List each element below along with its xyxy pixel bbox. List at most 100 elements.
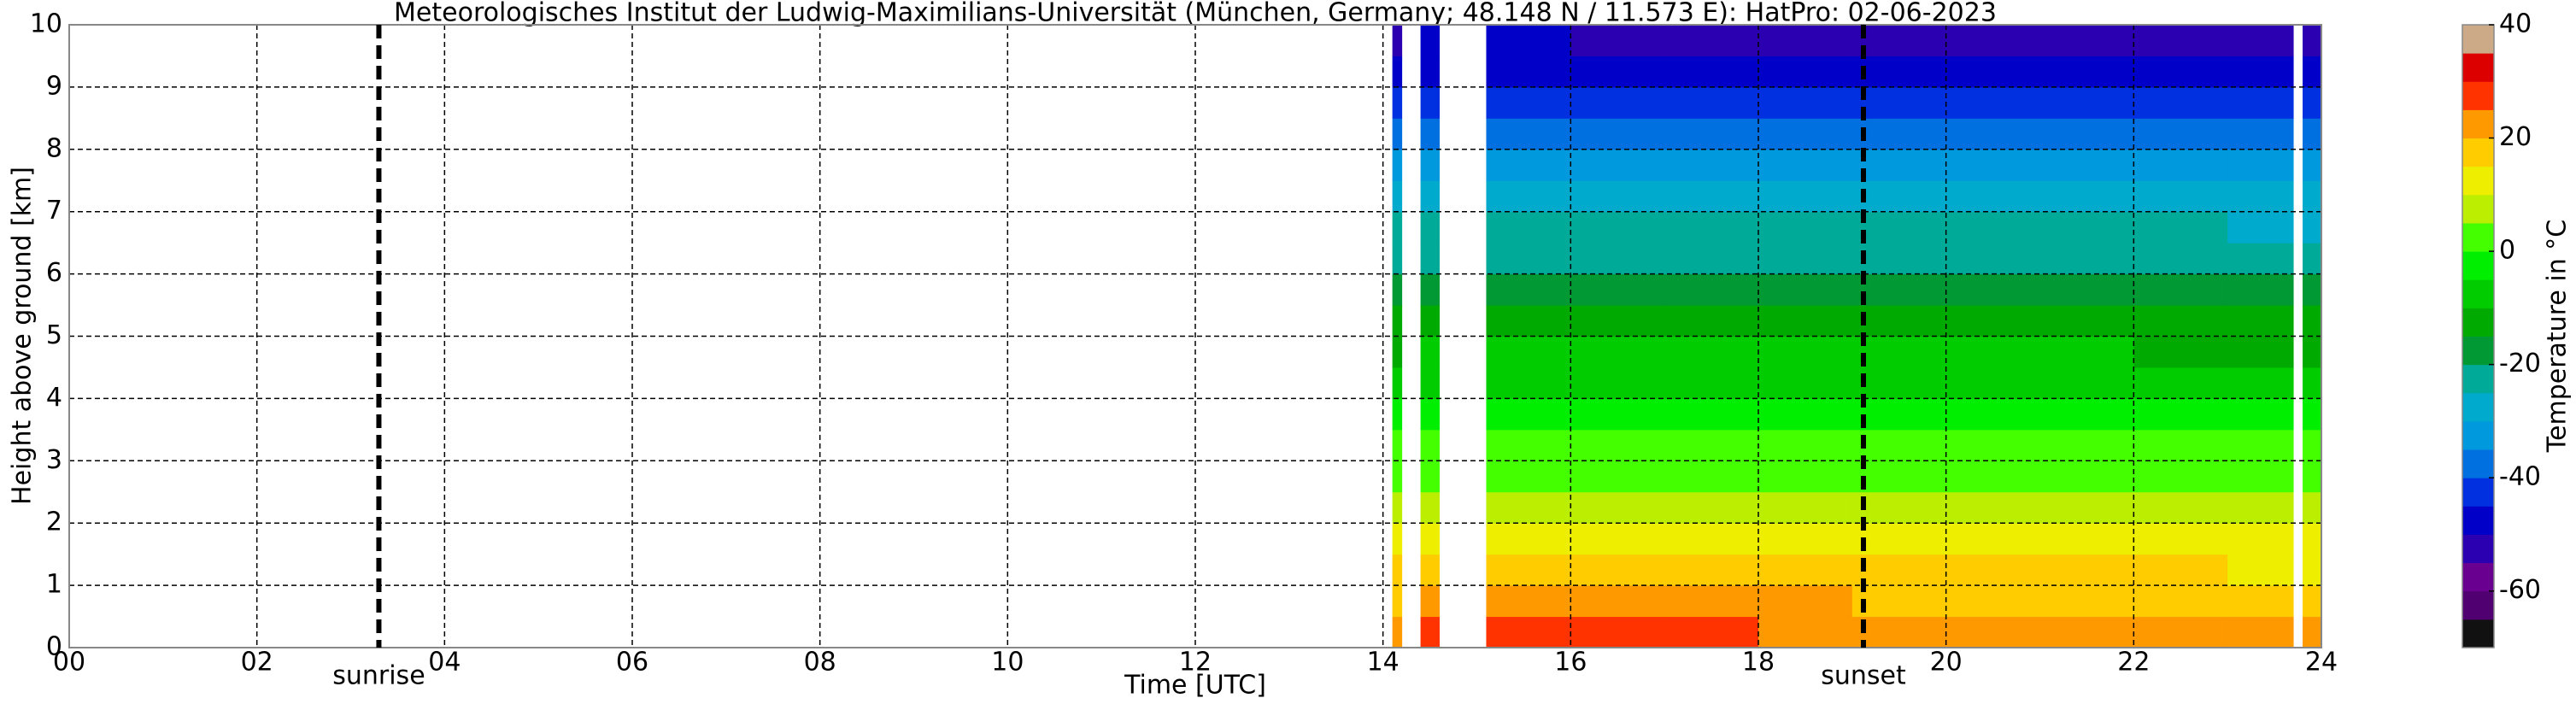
heatmap-cell <box>2227 616 2294 648</box>
heatmap-cell <box>1758 86 1853 119</box>
heatmap-cell <box>2133 367 2228 399</box>
heatmap-cell <box>1758 523 1853 555</box>
colorbar-band <box>2462 336 2494 366</box>
colorbar-band <box>2462 53 2494 82</box>
heatmap-cell <box>2303 523 2322 555</box>
heatmap-cell <box>1758 429 1853 461</box>
heatmap-cell <box>1420 429 1441 461</box>
heatmap-cell <box>1486 429 1571 461</box>
heatmap-cell <box>1758 118 1853 150</box>
heatmap-cell <box>2039 273 2134 306</box>
heatmap-cell <box>1570 554 1665 586</box>
heatmap-cell <box>1570 336 1665 368</box>
heatmap-cell <box>1392 398 1403 431</box>
heatmap-cell <box>1758 25 1853 56</box>
colorbar-tick-label: 20 <box>2499 122 2532 152</box>
heatmap-cell <box>2133 429 2228 461</box>
heatmap-cell <box>2133 180 2228 213</box>
heatmap-cell <box>1392 367 1403 399</box>
heatmap-cell <box>2039 56 2134 88</box>
colorbar-band <box>2462 81 2494 110</box>
x-tick-label: 04 <box>428 648 461 678</box>
heatmap-cell <box>2133 86 2228 119</box>
heatmap-cell <box>2303 149 2322 181</box>
heatmap-cell <box>1664 243 1759 275</box>
heatmap-cell <box>1945 86 2040 119</box>
heatmap-cell <box>2227 554 2294 586</box>
heatmap-cell <box>2039 305 2134 337</box>
heatmap-cell <box>1486 180 1571 213</box>
heatmap-cell <box>1945 398 2040 431</box>
heatmap-cell <box>1945 149 2040 181</box>
heatmap-cell <box>2133 491 2228 524</box>
heatmap-cell <box>1758 211 1853 243</box>
heatmap-cell <box>1392 180 1403 213</box>
x-tick-label: 02 <box>241 648 273 678</box>
x-axis-label: Time [UTC] <box>1124 671 1266 701</box>
heatmap-cell <box>2039 367 2134 399</box>
annotation-label: sunset <box>1821 661 1906 691</box>
chart-title: Meteorologisches Institut der Ludwig-Max… <box>394 0 1997 28</box>
heatmap-cell <box>1851 211 1947 243</box>
heatmap-cell <box>1851 616 1947 648</box>
heatmap-cell <box>2303 56 2322 88</box>
heatmap-cell <box>1945 273 2040 306</box>
heatmap-cell <box>1486 273 1571 306</box>
heatmap-cell <box>2133 398 2228 431</box>
y-tick-label: 3 <box>46 445 62 475</box>
heatmap-cell <box>1420 180 1441 213</box>
heatmap-cell <box>1486 56 1571 88</box>
colorbar-band <box>2462 562 2494 592</box>
heatmap-cell <box>1486 25 1571 56</box>
heatmap-cell <box>1486 211 1571 243</box>
heatmap-cell <box>1945 367 2040 399</box>
heatmap-cell <box>1664 616 1759 648</box>
colorbar-band <box>2462 619 2494 648</box>
heatmap-cell <box>1420 86 1441 119</box>
heatmap-cell <box>1420 243 1441 275</box>
heatmap-cell <box>1486 616 1571 648</box>
heatmap-cell <box>1392 56 1403 88</box>
heatmap-cell <box>1945 429 2040 461</box>
heatmap-cell <box>1420 367 1441 399</box>
heatmap-cell <box>1945 25 2040 56</box>
heatmap-cell <box>1945 461 2040 493</box>
heatmap-cell <box>1758 398 1853 431</box>
heatmap-cell <box>2039 25 2134 56</box>
heatmap-cell <box>1486 398 1571 431</box>
heatmap-cell <box>1758 585 1853 618</box>
heatmap-cell <box>2303 585 2322 618</box>
heatmap-cell <box>1486 118 1571 150</box>
heatmap-cell <box>1392 491 1403 524</box>
heatmap-cell <box>1570 243 1665 275</box>
heatmap-cell <box>2303 180 2322 213</box>
heatmap-cell <box>2039 149 2134 181</box>
heatmap-cell <box>1851 398 1947 431</box>
heatmap-cell <box>2227 273 2294 306</box>
heatmap-cell <box>1486 305 1571 337</box>
colorbar-band <box>2462 506 2494 535</box>
heatmap-cell <box>2227 523 2294 555</box>
heatmap-cell <box>1945 180 2040 213</box>
heatmap-cell <box>1486 86 1571 119</box>
heatmap-cell <box>2303 86 2322 119</box>
heatmap-cell <box>1945 56 2040 88</box>
heatmap-cell <box>2303 398 2322 431</box>
y-tick-label: 1 <box>46 570 62 600</box>
heatmap-cell <box>1420 273 1441 306</box>
heatmap-cell <box>2303 367 2322 399</box>
x-tick-label: 16 <box>1554 648 1587 678</box>
heatmap-cell <box>1945 523 2040 555</box>
heatmap-cell <box>1851 243 1947 275</box>
heatmap-cell <box>2133 336 2228 368</box>
heatmap-cell <box>2227 118 2294 150</box>
heatmap-cell <box>1945 211 2040 243</box>
heatmap-cell <box>1851 56 1947 88</box>
heatmap-cell <box>1420 616 1441 648</box>
heatmap-cell <box>1664 305 1759 337</box>
heatmap-cell <box>1420 305 1441 337</box>
colorbar-band <box>2462 590 2494 620</box>
heatmap-cell <box>1392 149 1403 181</box>
heatmap-cell <box>1486 367 1571 399</box>
